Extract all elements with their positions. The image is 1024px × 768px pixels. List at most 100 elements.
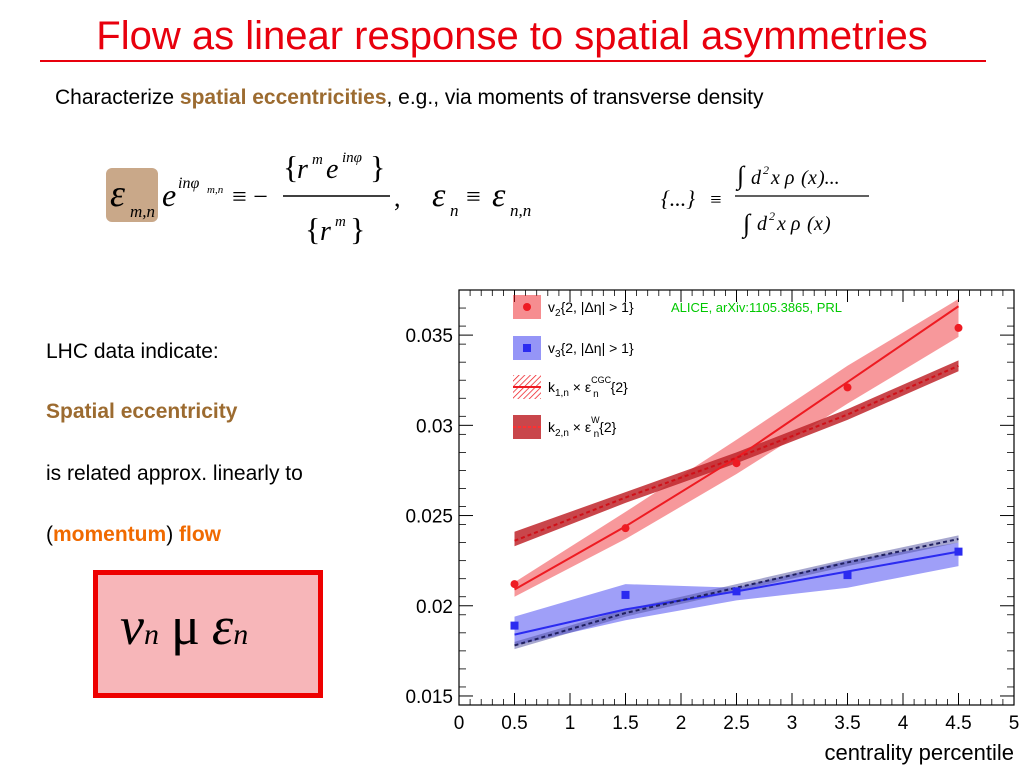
x-tick-label: 2.5 (723, 713, 749, 734)
data-points (510, 323, 963, 630)
paren-close: ) (166, 523, 180, 546)
vn-symbol: v (120, 596, 144, 656)
svg-text:∫: ∫ (741, 209, 752, 239)
svg-text:ε: ε (432, 177, 446, 214)
v3-data-point (732, 587, 741, 596)
y-tick-label: 0.015 (405, 687, 453, 708)
legend-w-swatch (513, 415, 541, 439)
svg-text:inφ: inφ (178, 175, 199, 192)
moment-definition-equation: {...} ≡ ∫ d 2 x ρ ( x )... ∫ d 2 x ρ ( x… (655, 148, 885, 248)
svg-text:ε: ε (492, 177, 506, 214)
svg-text:ε: ε (110, 173, 125, 215)
svg-text:e: e (326, 154, 338, 185)
flow-word: flow (179, 523, 222, 546)
x-tick-label: 3 (787, 713, 798, 734)
model-line-1 (514, 364, 959, 542)
v3-data-point (843, 571, 852, 580)
svg-text:n: n (450, 201, 459, 220)
v2-data-point (510, 580, 519, 589)
v2-data-point (843, 383, 852, 392)
lhc-data-label: LHC data indicate: (46, 340, 219, 363)
svg-text:≡: ≡ (709, 189, 723, 211)
x-tick-label: 4 (898, 713, 909, 734)
epsilon-n-symbol: ε (211, 596, 234, 656)
intro-line: Characterize spatial eccentricities, e.g… (55, 86, 764, 110)
intro-highlight: spatial eccentricities (179, 86, 387, 109)
svg-text:n,n: n,n (510, 201, 531, 220)
x-tick-label: 1 (565, 713, 576, 734)
svg-text:d: d (757, 213, 768, 235)
proportionality-box: vn μ εn (93, 570, 323, 698)
paren-open: ( (46, 523, 53, 546)
model-band-1 (514, 360, 959, 547)
title-underline (40, 60, 986, 62)
legend-label: v2{2, |Δη| > 1} (548, 299, 634, 319)
model-line-3 (514, 538, 959, 647)
svg-text:≡ −: ≡ − (232, 182, 268, 211)
x-axis-label: centrality percentile (824, 740, 1014, 765)
intro-post: , e.g., via moments of transverse densit… (386, 86, 764, 109)
moment-equation-graphic: {...} ≡ ∫ d 2 x ρ ( x )... ∫ d 2 x ρ ( x… (661, 161, 869, 239)
y-tick-label: 0.025 (405, 507, 453, 528)
epsilon-highlight-box (106, 168, 158, 222)
svg-text:2: 2 (769, 209, 775, 223)
eccentricity-definition-equation: ε m,n e inφ m,n ≡ − { r m e inφ } { r m … (100, 140, 560, 260)
spatial-eccentricity-label: Spatial eccentricity (46, 400, 238, 423)
x-tick-label: 0.5 (501, 713, 527, 734)
alice-reference-annotation: ALICE, arXiv:1105.3865, PRL (671, 300, 842, 315)
svg-text:m: m (335, 214, 346, 230)
eccentricity-equation-graphic: ε m,n e inφ m,n ≡ − { r m e inφ } { r m … (110, 149, 531, 247)
axes: 0 0.5 1 1.5 2 2.5 3 3.5 4 4.5 5 0.015 0.02 0.025 0.03 0… (405, 289, 1020, 734)
v2-data-point (621, 524, 630, 533)
legend-v3-marker (523, 344, 531, 352)
svg-text:m,n: m,n (130, 202, 155, 221)
legend-label: k1,n × εCGC n {2} (548, 375, 628, 400)
slide-title: Flow as linear response to spatial asymm… (96, 14, 928, 58)
svg-text:x: x (807, 167, 817, 189)
legend-label: k2,n × εW n{2} (548, 415, 617, 440)
x-tick-label: 2 (676, 713, 687, 734)
epsilon-n-subscript: n (233, 618, 249, 651)
y-tick-label: 0.02 (416, 597, 453, 618)
svg-text:e: e (162, 177, 176, 213)
v2-data-point (732, 459, 741, 468)
x-tick-label: 3.5 (834, 713, 860, 734)
x-tick-label: 4.5 (945, 713, 971, 734)
v2-data-point (954, 323, 963, 332)
model-band-0 (514, 299, 959, 597)
vn-subscript: n (143, 618, 159, 651)
related-linearly-label: is related approx. linearly to (46, 462, 303, 485)
svg-text:∫: ∫ (735, 161, 746, 191)
svg-text:x: x (813, 213, 823, 235)
svg-text:}: } (350, 211, 365, 247)
model-band-3 (514, 535, 959, 650)
x-tick-label: 1.5 (612, 713, 638, 734)
svg-text:≡: ≡ (466, 182, 481, 211)
y-tick-label: 0.035 (405, 326, 453, 347)
model-line-0 (514, 305, 960, 591)
svg-text:inφ: inφ (342, 150, 362, 166)
svg-text:x ρ: x ρ (770, 167, 794, 189)
v3-data-point (510, 621, 519, 630)
proportional-symbol: μ (170, 596, 200, 656)
svg-text:m,n: m,n (207, 184, 224, 196)
svg-text:{: { (283, 149, 298, 185)
svg-text:m: m (312, 152, 323, 168)
svg-text:x ρ: x ρ (776, 213, 800, 235)
svg-text:r: r (320, 216, 331, 247)
svg-text:{: { (305, 211, 320, 247)
svg-text:r: r (297, 154, 308, 185)
flow-vs-centrality-chart: 0 0.5 1 1.5 2 2.5 3 3.5 4 4.5 5 0.015 0.02 0.025 0.03 0… (405, 289, 1020, 765)
svg-text:2: 2 (763, 163, 769, 177)
proportionality-equation: vn μ εn (120, 595, 248, 657)
svg-text:{...}: {...} (661, 186, 695, 211)
svg-text:,: , (394, 183, 401, 212)
legend-v2-marker (523, 303, 531, 311)
v3-data-point (621, 590, 630, 599)
intro-pre: Characterize (55, 86, 180, 109)
svg-text:(: ( (807, 213, 815, 235)
v3-data-point (954, 547, 963, 556)
svg-text:)...: )... (817, 167, 840, 189)
x-tick-label: 0 (454, 713, 465, 734)
x-tick-label: 5 (1009, 713, 1020, 734)
